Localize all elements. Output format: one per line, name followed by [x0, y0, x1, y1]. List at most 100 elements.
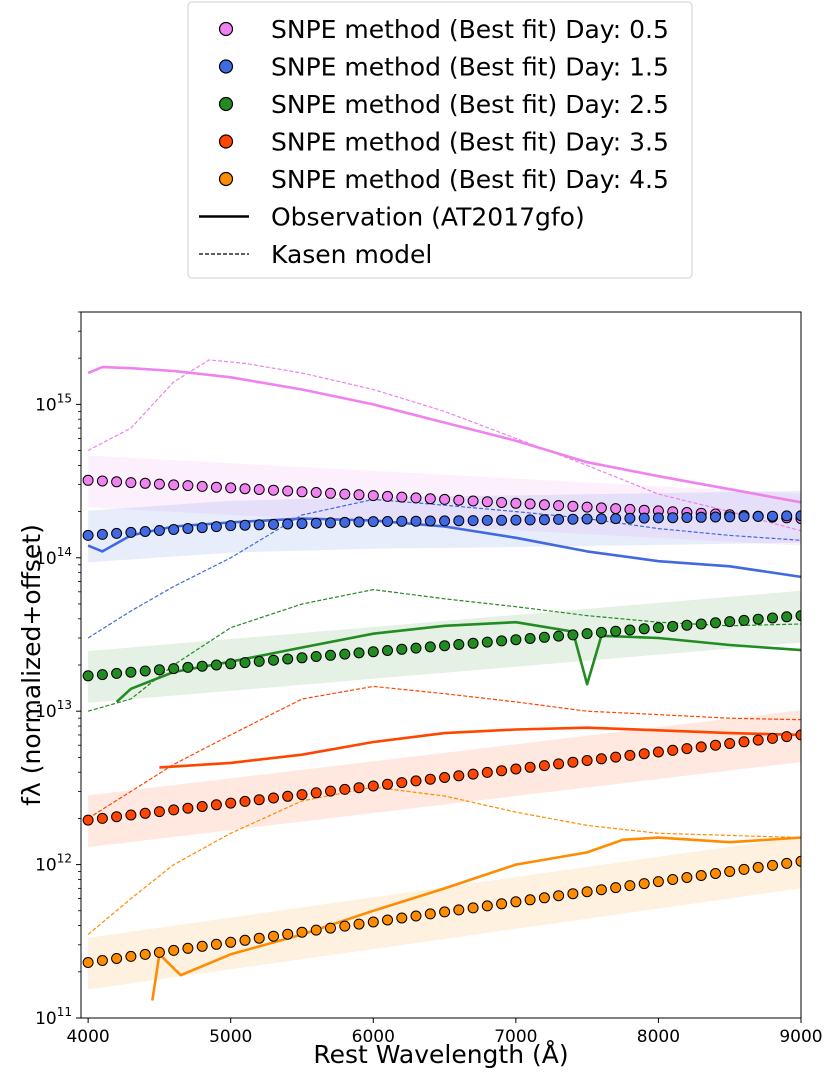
- legend-label: SNPE method (Best fit) Day: 3.5: [271, 128, 669, 157]
- fit-marker: [125, 950, 137, 962]
- fit-marker: [310, 651, 322, 662]
- fit-marker: [396, 491, 408, 503]
- fit-marker: [496, 898, 508, 910]
- fit-markers: [82, 474, 801, 968]
- fit-marker: [210, 659, 222, 671]
- fit-marker: [595, 753, 607, 765]
- fit-marker: [610, 503, 622, 515]
- fit-marker: [567, 500, 579, 512]
- fit-marker: [524, 633, 536, 644]
- fit-marker: [410, 910, 422, 922]
- fit-marker: [125, 477, 137, 489]
- fit-marker: [781, 510, 793, 522]
- fit-marker: [168, 479, 180, 491]
- fit-marker: [253, 932, 265, 944]
- fit-marker: [424, 515, 436, 527]
- y-tick-label: 1011: [35, 1005, 72, 1029]
- fit-marker: [325, 517, 336, 529]
- fit-marker: [410, 642, 422, 654]
- fit-marker: [196, 660, 208, 672]
- fit-marker: [396, 643, 408, 655]
- fit-marker: [268, 518, 279, 530]
- fit-marker: [182, 942, 194, 954]
- fit-marker: [139, 948, 151, 960]
- fit-marker: [524, 894, 536, 906]
- fit-marker: [225, 797, 237, 809]
- fit-marker: [467, 637, 479, 649]
- fit-marker: [710, 868, 721, 879]
- fit-marker: [82, 529, 94, 541]
- fit-marker: [367, 646, 379, 658]
- fit-marker: [125, 809, 137, 821]
- fit-marker: [182, 802, 194, 814]
- fit-marker: [310, 787, 322, 799]
- legend-label: SNPE method (Best fit) Day: 2.5: [271, 90, 669, 119]
- legend-label: SNPE method (Best fit) Day: 1.5: [271, 53, 669, 82]
- fit-marker: [196, 522, 208, 534]
- fit-marker: [610, 625, 622, 637]
- fit-marker: [282, 928, 294, 940]
- fit-marker: [439, 640, 451, 652]
- kasen-model-line: [87, 786, 801, 935]
- fit-marker: [367, 516, 379, 528]
- fit-marker: [424, 641, 436, 653]
- fit-marker: [339, 648, 351, 660]
- fit-marker: [168, 524, 180, 535]
- fit-marker: [595, 502, 607, 514]
- fit-marker: [652, 876, 664, 888]
- fit-marker: [624, 749, 636, 761]
- fit-marker: [353, 918, 365, 930]
- fit-marker: [667, 744, 679, 756]
- fit-marker: [139, 526, 151, 537]
- fit-marker: [681, 512, 693, 523]
- fit-marker: [524, 761, 536, 773]
- fit-marker: [239, 934, 251, 946]
- fit-marker: [710, 739, 721, 751]
- fit-marker: [82, 814, 94, 826]
- fit-marker: [96, 475, 108, 487]
- legend-label: SNPE method (Best fit) Day: 4.5: [271, 165, 669, 194]
- legend: SNPE method (Best fit) Day: 0.5 SNPE meth…: [187, 1, 693, 279]
- fit-marker: [467, 495, 479, 507]
- fit-marker: [538, 514, 550, 526]
- fit-marker: [239, 657, 251, 669]
- fit-marker: [111, 476, 123, 488]
- fit-marker: [667, 874, 679, 885]
- fit-marker: [781, 731, 793, 743]
- fit-marker: [752, 510, 764, 522]
- fit-marker: [139, 477, 151, 489]
- fit-marker: [253, 484, 265, 495]
- legend-label: Observation (AT2017gfo): [271, 203, 585, 232]
- fit-marker: [268, 654, 279, 666]
- fit-marker: [296, 518, 308, 530]
- fit-marker: [481, 636, 493, 648]
- fit-marker: [795, 510, 801, 522]
- fit-marker: [467, 902, 479, 914]
- fit-marker: [624, 512, 636, 524]
- x-tick-label: 9000: [779, 1027, 822, 1047]
- legend-marker: [218, 171, 234, 187]
- fit-marker: [695, 741, 707, 753]
- fit-marker: [581, 501, 593, 513]
- x-axis: 4000 5000 6000 7000 8000 9000: [66, 1018, 823, 1047]
- fit-marker: [553, 513, 565, 525]
- fit-marker: [595, 513, 607, 525]
- y-tick-label: 1013: [35, 698, 72, 722]
- fit-marker: [111, 953, 123, 964]
- fit-marker: [496, 514, 508, 526]
- fit-marker: [225, 520, 237, 532]
- fit-marker: [795, 855, 801, 867]
- fit-marker: [538, 631, 550, 643]
- fit-marker: [553, 630, 565, 642]
- fit-marker: [424, 773, 436, 785]
- fit-marker: [767, 732, 778, 744]
- fit-marker: [652, 746, 664, 758]
- fit-marker: [339, 488, 351, 500]
- fit-marker: [581, 755, 593, 766]
- fit-marker: [738, 863, 750, 875]
- fit-marker: [738, 511, 750, 523]
- fit-marker: [638, 748, 650, 760]
- fit-marker: [681, 619, 693, 631]
- fit-marker: [168, 804, 180, 816]
- fit-marker: [752, 861, 764, 873]
